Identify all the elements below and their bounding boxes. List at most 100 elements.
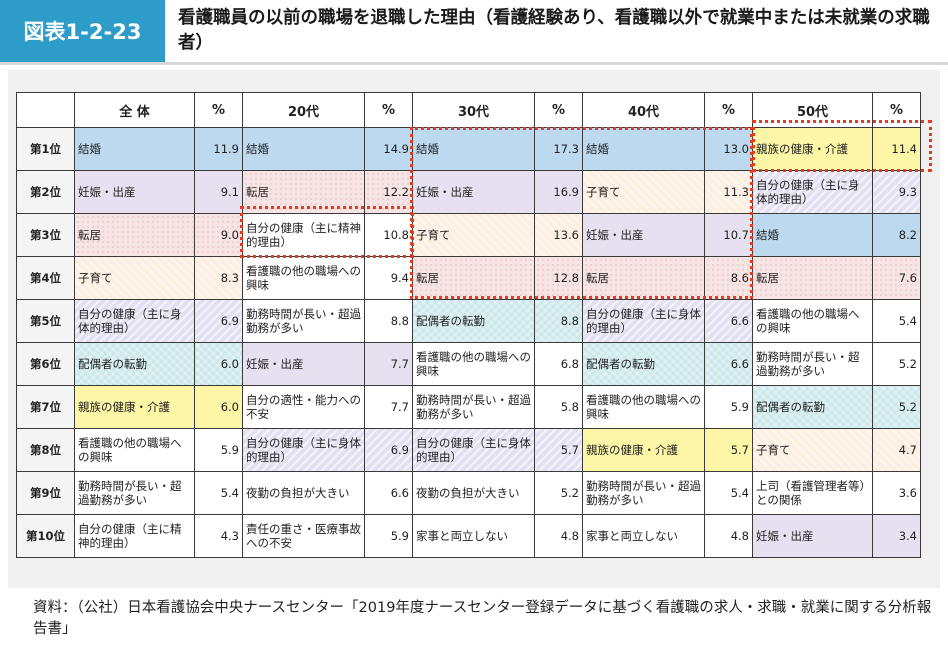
- header-30s: 30代: [412, 92, 535, 128]
- reason-cell: 結婚: [752, 213, 873, 257]
- percent-cell: 14.9: [364, 127, 413, 171]
- percent-cell: 5.4: [704, 471, 753, 515]
- percent-cell: 11.9: [194, 127, 243, 171]
- reason-cell: 勤務時間が長い・超過勤務が多い: [752, 342, 873, 386]
- percent-cell: 4.8: [534, 514, 583, 558]
- reason-cell: 自分の健康（主に精神的理由）: [242, 213, 365, 257]
- percent-cell: 4.3: [194, 514, 243, 558]
- reason-cell: 結婚: [412, 127, 535, 171]
- percent-cell: 17.3: [534, 127, 583, 171]
- reason-cell: 転居: [242, 170, 365, 214]
- percent-cell: 4.8: [704, 514, 753, 558]
- reason-cell: 自分の健康（主に身体的理由）: [412, 428, 535, 472]
- reason-cell: 家事と両立しない: [582, 514, 705, 558]
- percent-cell: 7.7: [364, 385, 413, 429]
- reason-cell: 結婚: [74, 127, 195, 171]
- reason-cell: 配偶者の転勤: [74, 342, 195, 386]
- reason-cell: 子育て: [582, 170, 705, 214]
- reason-cell: 子育て: [412, 213, 535, 257]
- percent-cell: 11.4: [872, 127, 921, 171]
- header-pct: %: [534, 92, 583, 128]
- reason-cell: 責任の重さ・医療事故への不安: [242, 514, 365, 558]
- reason-cell: 妊娠・出産: [412, 170, 535, 214]
- percent-cell: 6.9: [194, 299, 243, 343]
- reason-cell: 親族の健康・介護: [752, 127, 873, 171]
- reason-cell: 自分の適性・能力への不安: [242, 385, 365, 429]
- reason-cell: 親族の健康・介護: [74, 385, 195, 429]
- header-row: 全 体 % 20代 % 30代 % 40代 % 50代 %: [16, 92, 921, 128]
- table-row: 第2位 妊娠・出産 9.1 転居 12.2 妊娠・出産 16.9 子育て 11.3 自分の健康（主…: [16, 170, 921, 214]
- reason-cell: 結婚: [242, 127, 365, 171]
- reason-cell: 配偶者の転勤: [752, 385, 873, 429]
- reason-cell: 看護職の他の職場への興味: [582, 385, 705, 429]
- table-row: 第5位 自分の健康（主に身体的理由） 6.9 勤務時間が長い・超過勤務が多い 8.8 配偶…: [16, 299, 921, 343]
- table-row: 第4位 子育て 8.3 看護職の他の職場への興味 9.4 転居 12.8 転居 8.6 転居 7.6: [16, 256, 921, 300]
- figure-header: 図表1-2-23 看護職員の以前の職場を退職した理由（看護経験あり、看護職以外で…: [0, 0, 948, 62]
- percent-cell: 13.0: [704, 127, 753, 171]
- rank-label: 第6位: [16, 342, 75, 386]
- percent-cell: 8.8: [534, 299, 583, 343]
- reason-cell: 家事と両立しない: [412, 514, 535, 558]
- percent-cell: 6.6: [704, 299, 753, 343]
- reason-cell: 看護職の他の職場への興味: [412, 342, 535, 386]
- percent-cell: 8.8: [364, 299, 413, 343]
- title-divider: [0, 62, 948, 65]
- reason-cell: 勤務時間が長い・超過勤務が多い: [582, 471, 705, 515]
- reason-cell: 勤務時間が長い・超過勤務が多い: [74, 471, 195, 515]
- reason-cell: 自分の健康（主に身体的理由）: [242, 428, 365, 472]
- header-all: 全 体: [74, 92, 195, 128]
- rank-label: 第5位: [16, 299, 75, 343]
- header-50s: 50代: [752, 92, 873, 128]
- percent-cell: 6.0: [194, 385, 243, 429]
- percent-cell: 9.3: [872, 170, 921, 214]
- percent-cell: 5.9: [194, 428, 243, 472]
- reason-cell: 配偶者の転勤: [412, 299, 535, 343]
- percent-cell: 12.8: [534, 256, 583, 300]
- figure-label: 図表1-2-23: [0, 0, 165, 62]
- header-40s: 40代: [582, 92, 705, 128]
- table-row: 第8位 看護職の他の職場への興味 5.9 自分の健康（主に身体的理由） 6.9 自分の健康…: [16, 428, 921, 472]
- header-20s: 20代: [242, 92, 365, 128]
- table-row: 第7位 親族の健康・介護 6.0 自分の適性・能力への不安 7.7 勤務時間が長い・超過勤…: [16, 385, 921, 429]
- reason-cell: 看護職の他の職場への興味: [242, 256, 365, 300]
- reason-cell: 看護職の他の職場への興味: [74, 428, 195, 472]
- reason-cell: 妊娠・出産: [74, 170, 195, 214]
- percent-cell: 5.7: [534, 428, 583, 472]
- header-pct: %: [194, 92, 243, 128]
- reason-cell: 転居: [582, 256, 705, 300]
- rank-label: 第1位: [16, 127, 75, 171]
- reason-cell: 転居: [752, 256, 873, 300]
- percent-cell: 9.0: [194, 213, 243, 257]
- percent-cell: 5.2: [872, 342, 921, 386]
- reason-cell: 親族の健康・介護: [582, 428, 705, 472]
- percent-cell: 16.9: [534, 170, 583, 214]
- percent-cell: 5.4: [872, 299, 921, 343]
- percent-cell: 9.1: [194, 170, 243, 214]
- percent-cell: 5.8: [534, 385, 583, 429]
- table-row: 第1位 結婚 11.9 結婚 14.9 結婚 17.3 結婚 13.0 親族の健康・介護 11.4: [16, 127, 921, 171]
- reason-cell: 転居: [412, 256, 535, 300]
- percent-cell: 5.2: [872, 385, 921, 429]
- rank-label: 第7位: [16, 385, 75, 429]
- rank-label: 第8位: [16, 428, 75, 472]
- reason-cell: 転居: [74, 213, 195, 257]
- header-pct: %: [872, 92, 921, 128]
- reason-cell: 配偶者の転勤: [582, 342, 705, 386]
- ranking-table: 全 体 % 20代 % 30代 % 40代 % 50代 % 第1位 結婚 11.9 結…: [16, 92, 921, 558]
- table-row: 第6位 配偶者の転勤 6.0 妊娠・出産 7.7 看護職の他の職場への興味 6.8 配偶者の転…: [16, 342, 921, 386]
- reason-cell: 自分の健康（主に身体的理由）: [74, 299, 195, 343]
- table-row: 第10位 自分の健康（主に精神的理由） 4.3 責任の重さ・医療事故への不安 5.9 家事…: [16, 514, 921, 558]
- rank-label: 第9位: [16, 471, 75, 515]
- percent-cell: 5.7: [704, 428, 753, 472]
- reason-cell: 結婚: [582, 127, 705, 171]
- percent-cell: 3.4: [872, 514, 921, 558]
- source-note: 資料：（公社）日本看護協会中央ナースセンター「2019年度ナースセンター登録デー…: [33, 600, 932, 637]
- percent-cell: 7.6: [872, 256, 921, 300]
- reason-cell: 子育て: [74, 256, 195, 300]
- percent-cell: 5.9: [704, 385, 753, 429]
- corner-cell: [16, 92, 75, 128]
- rank-label: 第2位: [16, 170, 75, 214]
- reason-cell: 妊娠・出産: [582, 213, 705, 257]
- reason-cell: 自分の健康（主に身体的理由）: [752, 170, 873, 214]
- reason-cell: 夜勤の負担が大きい: [412, 471, 535, 515]
